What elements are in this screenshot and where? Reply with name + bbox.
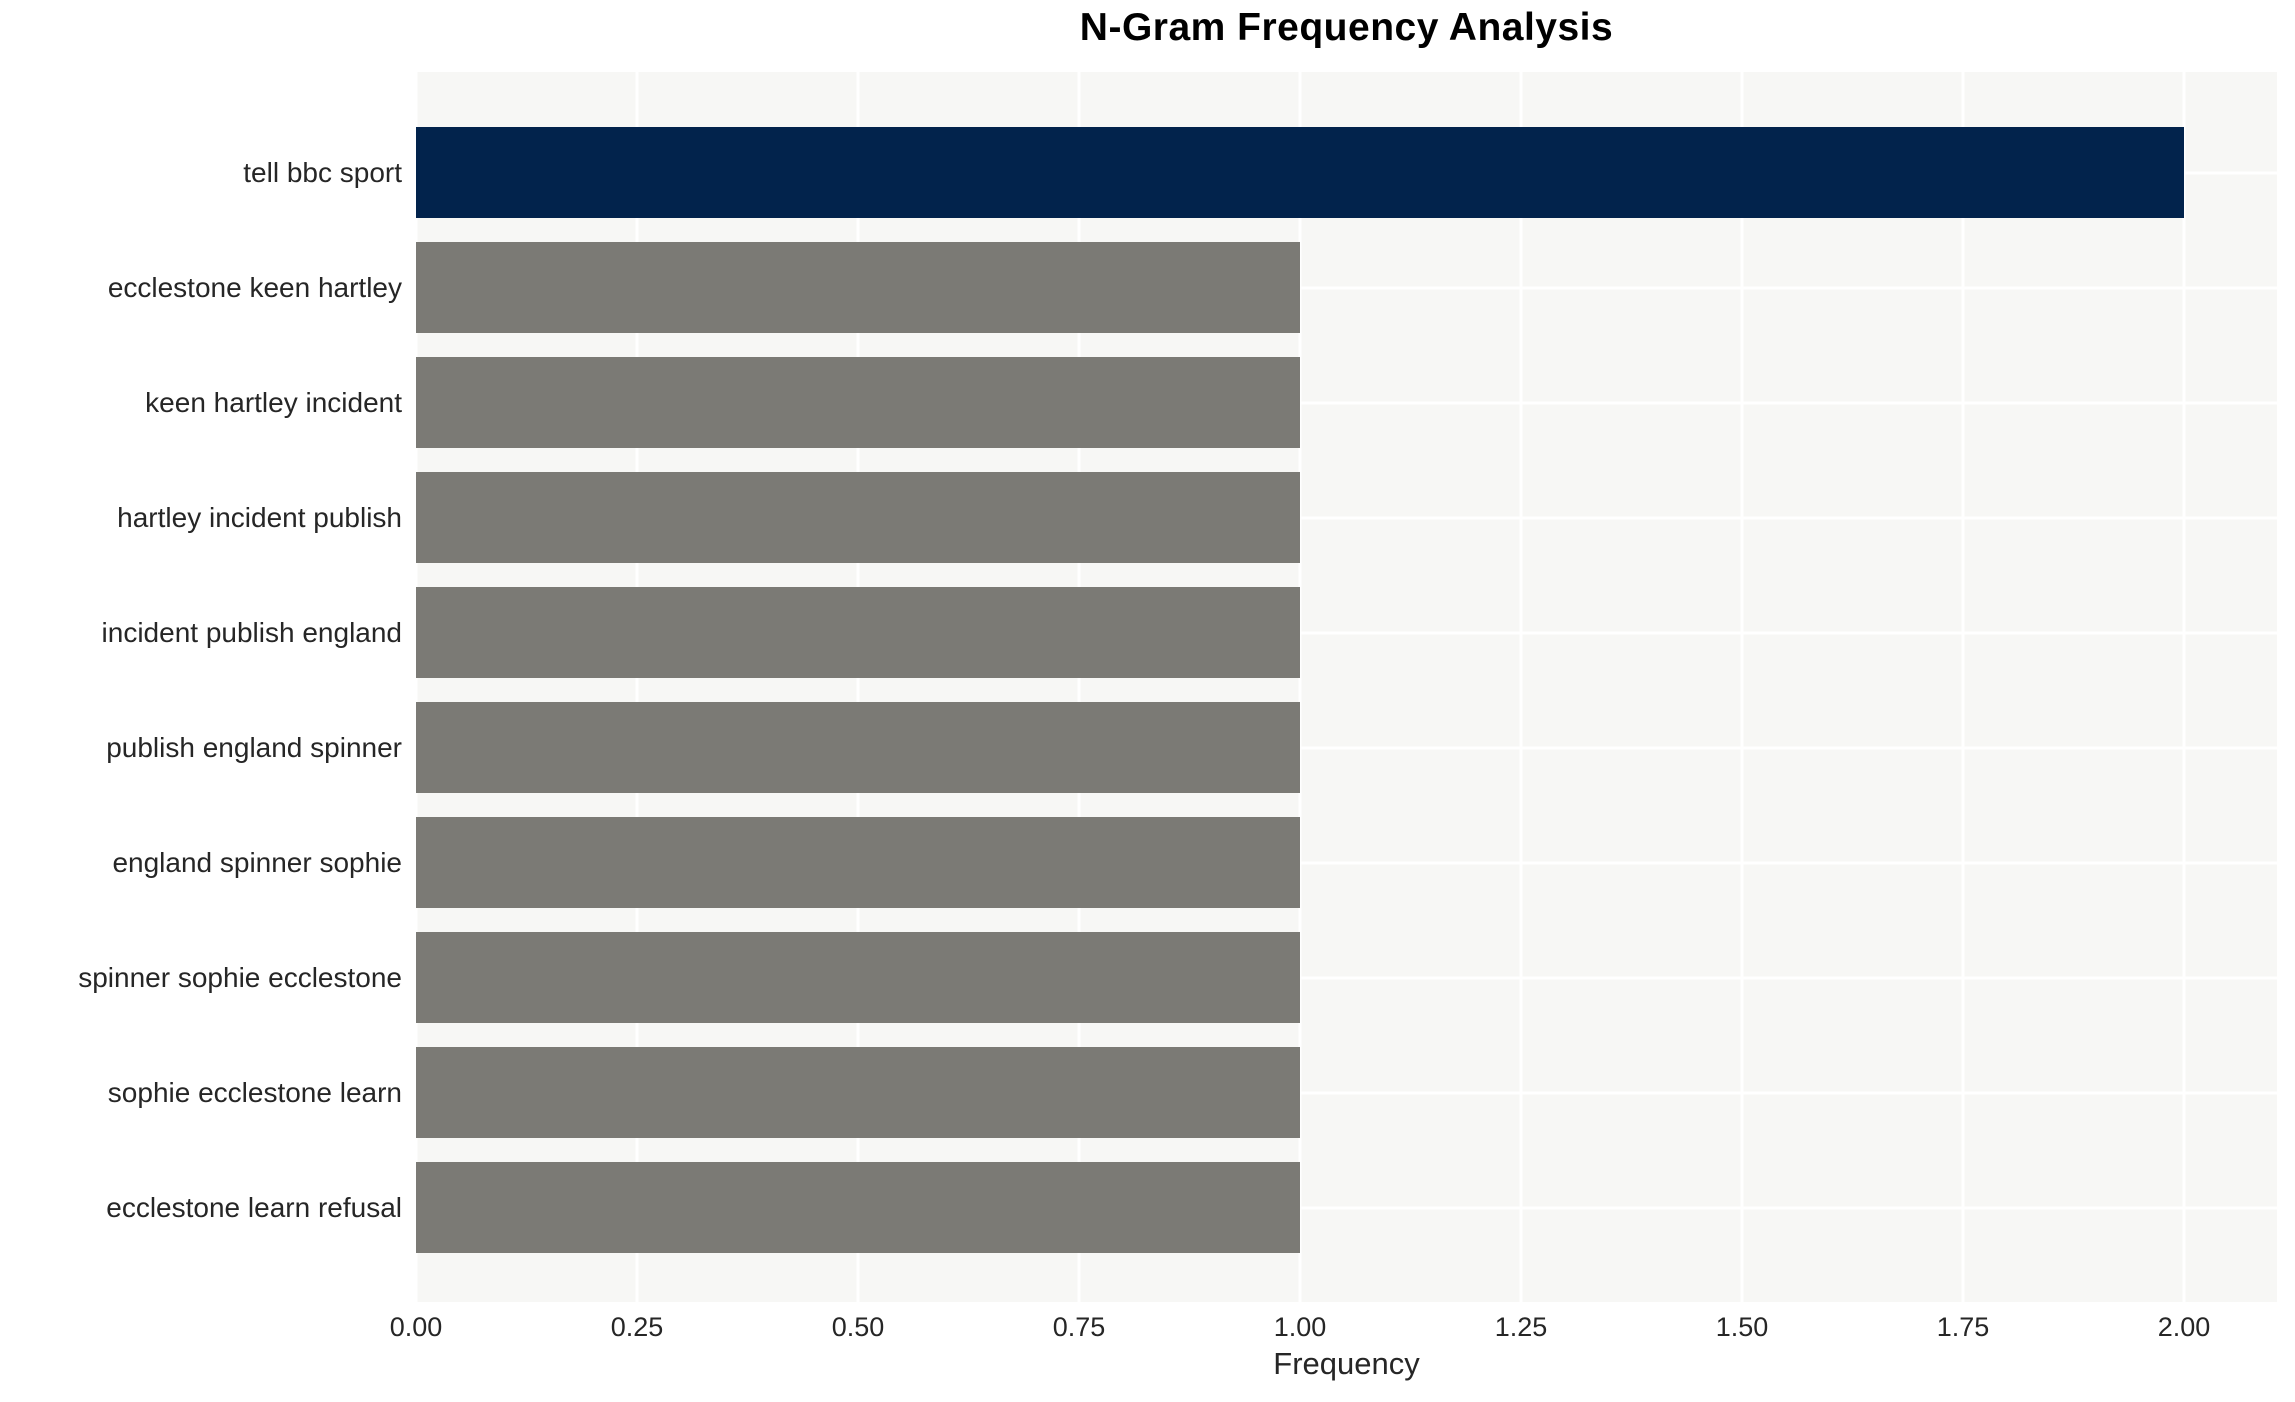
x-axis-label: Frequency: [1273, 1346, 1420, 1381]
grid-line-horizontal: [416, 746, 2277, 749]
grid-line-vertical: [414, 72, 418, 1302]
x-tick-label: 0.75: [1052, 1312, 1106, 1342]
x-tick-label: 1.50: [1715, 1312, 1769, 1342]
bar-tell-bbc-sport: [416, 127, 2184, 218]
grid-line-vertical: [1740, 72, 1744, 1302]
x-tick-label: 1.25: [1494, 1312, 1548, 1342]
x-tick-label: 1.00: [1273, 1312, 1327, 1342]
bar-keen-hartley-incident: [416, 357, 1300, 448]
grid-line-horizontal: [416, 631, 2277, 634]
grid-line-horizontal: [416, 1206, 2277, 1209]
grid-line-horizontal: [416, 976, 2277, 979]
bar-ecclestone-learn-refusal: [416, 1162, 1300, 1253]
grid-line-vertical: [1519, 72, 1523, 1302]
x-tick-label: 0.50: [831, 1312, 885, 1342]
x-tick-label: 1.75: [1936, 1312, 1990, 1342]
grid-line-horizontal: [416, 861, 2277, 864]
bar-publish-england-spinner: [416, 702, 1300, 793]
category-label: sophie ecclestone learn: [107, 1076, 402, 1108]
bar-spinner-sophie-ecclestone: [416, 932, 1300, 1023]
bar-ecclestone-keen-hartley: [416, 242, 1300, 333]
grid-line-horizontal: [416, 1091, 2277, 1094]
grid-line-horizontal: [416, 516, 2277, 519]
category-label: keen hartley incident: [145, 386, 402, 418]
bar-sophie-ecclestone-learn: [416, 1047, 1300, 1138]
category-label: incident publish england: [101, 616, 402, 648]
grid-line-vertical: [1077, 72, 1081, 1302]
x-tick-label: 2.00: [2157, 1312, 2211, 1342]
category-label: hartley incident publish: [117, 501, 402, 533]
category-label: publish england spinner: [106, 731, 402, 763]
grid-line-vertical: [1298, 72, 1302, 1302]
category-label: ecclestone keen hartley: [107, 271, 402, 303]
chart-title: N-Gram Frequency Analysis: [1079, 6, 1614, 49]
grid-line-horizontal: [416, 286, 2277, 289]
bar-england-spinner-sophie: [416, 817, 1300, 908]
category-label: ecclestone learn refusal: [106, 1191, 402, 1223]
category-label: england spinner sophie: [112, 846, 402, 878]
grid-line-vertical: [2182, 72, 2186, 1302]
category-label: tell bbc sport: [243, 156, 402, 188]
x-tick-label: 0.00: [389, 1312, 443, 1342]
plot-area: [414, 72, 2277, 1302]
x-tick-label: 0.25: [610, 1312, 664, 1342]
category-label: spinner sophie ecclestone: [78, 961, 402, 993]
grid-line-vertical: [635, 72, 639, 1302]
grid-line-vertical: [856, 72, 860, 1302]
bar-incident-publish-england: [416, 587, 1300, 678]
grid-line-horizontal: [416, 401, 2277, 404]
grid-line-vertical: [1961, 72, 1965, 1302]
bar-hartley-incident-publish: [416, 472, 1300, 563]
